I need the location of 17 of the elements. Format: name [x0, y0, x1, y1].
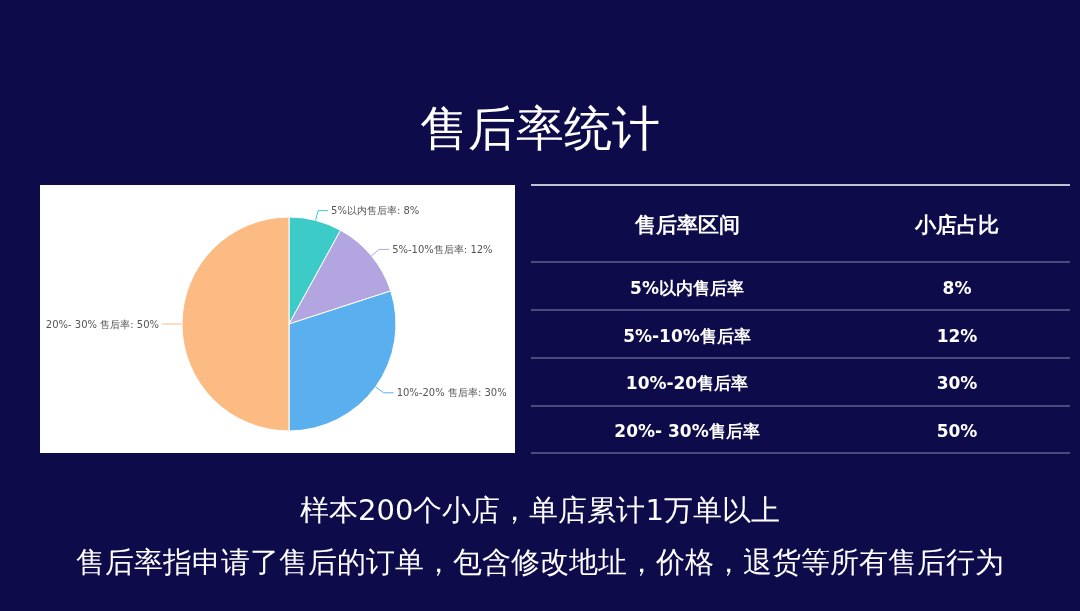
slice-label: 5%以内售后率: 8%	[331, 205, 420, 217]
text: 售后率区间	[633, 213, 740, 238]
slice-label: 20%- 30% 售后率: 50%	[45, 318, 159, 330]
text: 售后率指申请了售后的订单，包含修改地址，价格，退货等所有售后行为	[76, 545, 1004, 579]
text: 20%- 30%售后率	[614, 421, 760, 442]
chart-title: 售后率统计	[420, 100, 660, 156]
text: 12%	[936, 325, 978, 346]
slice-label: 5%-10%售后率: 12%	[392, 243, 493, 255]
text: 30%	[936, 373, 978, 394]
text: 样本200个小店，单店累计1万单以上	[300, 493, 780, 527]
text: 10%-20售后率	[625, 373, 749, 394]
text: 5%以内售后率	[630, 277, 744, 298]
text: 8%	[942, 277, 972, 298]
text: 小店占比	[914, 213, 999, 238]
slice-label: 10%-20% 售后率: 30%	[396, 387, 507, 399]
text: 50%	[936, 421, 978, 442]
text: 5%-10%售后率	[623, 325, 751, 346]
